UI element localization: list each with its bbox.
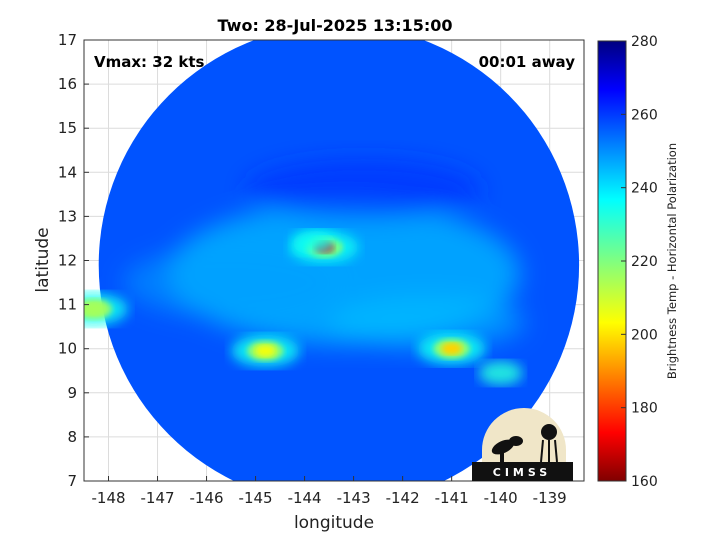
x-axis-label: longitude [294,513,374,533]
swath-band [123,247,339,318]
x-tick-label: -148 [91,489,125,507]
convective-features [84,230,523,385]
y-tick-label: 15 [58,119,77,137]
vmax-annotation: Vmax: 32 kts [94,53,204,71]
swath-band [329,295,526,349]
x-tick-label: -147 [141,489,175,507]
feature-east-band-cell [417,332,486,365]
y-tick-label: 17 [58,31,77,49]
x-tick-label: -140 [484,489,518,507]
y-tick-label: 8 [67,428,77,446]
x-axis-ticks: -148 -147 -146 -145 -144 -143 -142 -141 -140 -139 [91,476,567,507]
logo-banner [472,462,573,481]
colorbar-tick-label: 180 [631,401,658,417]
time-away-annotation: 00:01 away [479,53,576,71]
x-tick-label: -146 [190,489,224,507]
feature-se-spot [478,360,523,385]
y-tick-label: 13 [58,207,77,225]
colorbar-tick-label: 200 [631,327,658,343]
colorbar-tick-label: 220 [631,254,658,270]
y-tick-label: 7 [67,472,77,490]
x-tick-label: -142 [386,489,420,507]
y-tick-label: 12 [58,252,77,270]
x-tick-label: -143 [337,489,371,507]
feature-core [84,303,104,316]
feature-spot [478,360,523,385]
logo-text: CIMSS [493,466,551,479]
feature-core-halo [292,230,337,255]
colorbar-tick-label: 240 [631,181,658,197]
y-tick-label: 16 [58,75,77,93]
colorbar-label: Brightness Temp - Horizontal Polarizatio… [665,143,679,379]
y-axis-label: latitude [33,227,53,292]
y-tick-label: 11 [58,296,77,314]
logo-dish-stand-icon [500,448,504,462]
x-tick-label: -139 [533,489,567,507]
feature-west-band-cell [231,334,300,367]
x-tick-label: -141 [435,489,469,507]
swath-band [245,159,482,221]
logo-dish2-icon [509,436,523,446]
feature-spot [292,230,337,255]
swath-bands [123,159,526,349]
y-tick-label: 9 [67,384,77,402]
y-tick-label: 14 [58,163,77,181]
logo-dish-icon [491,439,515,455]
colorbar-ticks: 160 180 200 220 240 260 280 [621,34,658,490]
logo-tower-legs-icon [540,439,558,463]
colorbar-tick-label: 280 [631,34,658,50]
x-tick-label: -145 [239,489,273,507]
x-tick-label: -144 [288,489,322,507]
feature-core [441,342,462,355]
y-tick-label: 10 [58,340,77,358]
swath-group [84,40,580,481]
chart-title: Two: 28-Jul-2025 13:15:00 [218,16,453,35]
y-axis-ticks: 7 8 9 10 11 12 13 14 15 16 17 [58,31,89,490]
feature-core [255,344,276,357]
colorbar-tick-label: 260 [631,107,658,123]
colorbar-tick-label: 160 [631,474,658,490]
logo-tower-tank-icon [541,424,557,440]
feature-western-spot [84,293,128,326]
cimss-logo: CIMSS [472,408,573,481]
